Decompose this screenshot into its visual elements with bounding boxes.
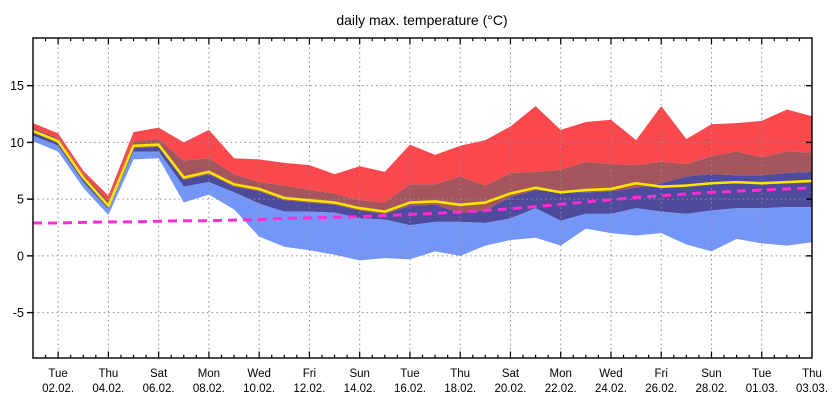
x-axis-label-date: 20.02. [494, 383, 526, 395]
x-axis-label-weekday: Tue [400, 368, 419, 380]
x-axis-label-weekday: Tue [752, 368, 771, 380]
y-axis-label: -5 [13, 306, 24, 320]
plot-frame [27, 37, 813, 359]
forecast-lines [32, 129, 813, 225]
x-axis-label-date: 26.02. [645, 383, 677, 395]
axis-labels: -5 0 5 10 15 Tue 02.02. Thu 04.02. Sat 06.02. Mon 08… [10, 79, 828, 395]
x-axis-label-date: 28.02. [695, 383, 727, 395]
x-axis-label-date: 10.02. [243, 383, 275, 395]
x-axis-label-date: 22.02. [545, 383, 577, 395]
x-axis-label-weekday: Thu [802, 368, 822, 380]
grid [33, 38, 813, 358]
x-axis-label-date: 14.02. [344, 383, 376, 395]
x-axis-label-weekday: Sat [150, 368, 168, 380]
climate-mean-line [33, 186, 813, 225]
x-axis-label-weekday: Mon [198, 368, 220, 380]
x-axis-label-date: 24.02. [595, 383, 627, 395]
x-axis-label-date: 16.02. [394, 383, 426, 395]
x-axis-label-date: 06.02. [143, 383, 175, 395]
x-axis-label-weekday: Sat [502, 368, 520, 380]
upper-range-band [33, 106, 812, 203]
x-axis-label-weekday: Thu [98, 368, 118, 380]
x-axis-label-weekday: Fri [655, 368, 668, 380]
lower-quartile-band [33, 132, 812, 226]
y-axis-label: 0 [17, 249, 24, 263]
x-axis-label-date: 08.02. [193, 383, 225, 395]
x-axis-label-date: 18.02. [444, 383, 476, 395]
chart-title: daily max. temperature (°C) [336, 12, 507, 28]
x-axis-label-weekday: Sun [349, 368, 369, 380]
y-axis-label: 5 [17, 193, 24, 207]
x-axis-label-weekday: Fri [303, 368, 316, 380]
x-axis-label-date: 01.03. [746, 383, 778, 395]
y-axis-label: 10 [10, 136, 24, 150]
y-axis-label: 15 [10, 79, 24, 93]
x-axis-label-date: 02.02. [42, 383, 74, 395]
x-axis-label-date: 03.03. [796, 383, 828, 395]
x-axis-label-date: 12.02. [293, 383, 325, 395]
x-axis-label-weekday: Mon [550, 368, 572, 380]
x-axis-label-weekday: Tue [48, 368, 67, 380]
x-axis-label-weekday: Sun [701, 368, 721, 380]
lower-range-band [33, 135, 812, 261]
temperature-bands [33, 106, 812, 261]
median-forecast-line [32, 129, 813, 213]
x-axis-label-date: 04.02. [92, 383, 124, 395]
upper-quartile-band [33, 127, 812, 214]
x-axis-label-weekday: Thu [450, 368, 470, 380]
x-axis-label-weekday: Wed [247, 368, 270, 380]
x-axis-label-weekday: Wed [599, 368, 622, 380]
